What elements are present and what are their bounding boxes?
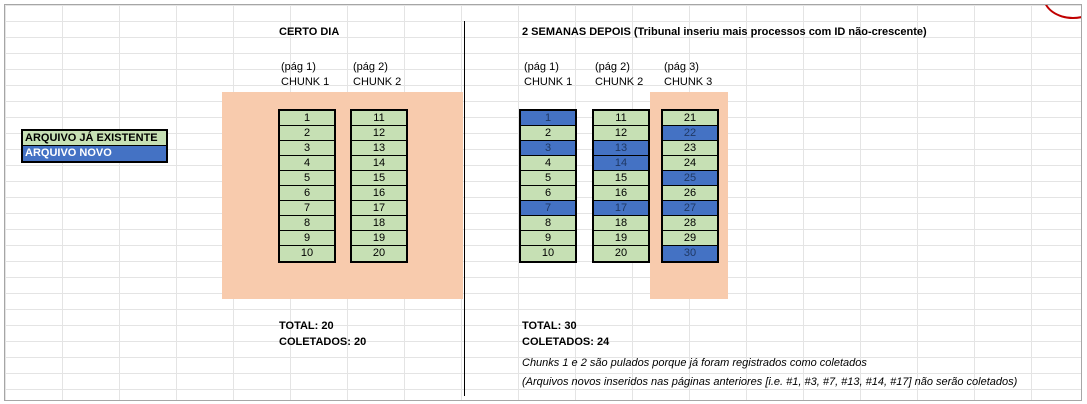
right-chunk3-cell[interactable]: 23 xyxy=(663,141,717,156)
legend: ARQUIVO JÁ EXISTENTE ARQUIVO NOVO xyxy=(21,129,168,163)
left-chunk1-cell[interactable]: 6 xyxy=(280,186,334,201)
left-chunk1-cell[interactable]: 2 xyxy=(280,126,334,141)
left-chunk2-cell[interactable]: 17 xyxy=(352,201,406,216)
right-title: 2 SEMANAS DEPOIS (Tribunal inseriu mais … xyxy=(522,26,927,38)
right-chunk2-cell[interactable]: 19 xyxy=(594,231,648,246)
right-chunk3-cell[interactable]: 25 xyxy=(663,171,717,186)
right-chunk1-cell[interactable]: 6 xyxy=(521,186,575,201)
left-chunk1-cell[interactable]: 10 xyxy=(280,246,334,261)
right-col1-chunk: CHUNK 1 xyxy=(524,76,573,88)
right-chunk3-cell[interactable]: 22 xyxy=(663,126,717,141)
left-col2-chunk: CHUNK 2 xyxy=(353,76,402,88)
left-total: TOTAL: 20 xyxy=(279,320,334,332)
left-chunk1-cell[interactable]: 8 xyxy=(280,216,334,231)
right-chunk1-cell[interactable]: 2 xyxy=(521,126,575,141)
right-chunk2-cell[interactable]: 11 xyxy=(594,111,648,126)
left-title: CERTO DIA xyxy=(279,26,340,38)
left-chunk2-cell[interactable]: 12 xyxy=(352,126,406,141)
right-chunk1-cell[interactable]: 10 xyxy=(521,246,575,261)
right-chunk2-cell[interactable]: 15 xyxy=(594,171,648,186)
right-collected: COLETADOS: 24 xyxy=(522,336,610,348)
right-total: TOTAL: 30 xyxy=(522,320,577,332)
section-divider xyxy=(464,21,465,396)
left-chunk2-cell[interactable]: 13 xyxy=(352,141,406,156)
right-chunk3-cell[interactable]: 27 xyxy=(663,201,717,216)
right-chunk3-cell[interactable]: 26 xyxy=(663,186,717,201)
right-chunk1-cell[interactable]: 4 xyxy=(521,156,575,171)
left-collected: COLETADOS: 20 xyxy=(279,336,367,348)
left-col1-page: (pág 1) xyxy=(281,61,316,73)
left-col1-chunk: CHUNK 1 xyxy=(281,76,330,88)
annotation-circle xyxy=(1043,5,1081,19)
right-chunk3-cell[interactable]: 28 xyxy=(663,216,717,231)
right-col2-page: (pág 2) xyxy=(595,61,630,73)
left-chunk1-cell[interactable]: 9 xyxy=(280,231,334,246)
left-chunk2-cell[interactable]: 19 xyxy=(352,231,406,246)
left-chunk1-cell[interactable]: 1 xyxy=(280,111,334,126)
spreadsheet-canvas[interactable]: ARQUIVO JÁ EXISTENTE ARQUIVO NOVO CERTO … xyxy=(4,4,1082,401)
left-chunk2-cell[interactable]: 18 xyxy=(352,216,406,231)
right-chunk2-cell[interactable]: 14 xyxy=(594,156,648,171)
left-chunk1-cell[interactable]: 3 xyxy=(280,141,334,156)
left-chunk1-cell[interactable]: 5 xyxy=(280,171,334,186)
right-chunk1-column: 1 2 3 4 5 6 7 8 9 10 xyxy=(519,109,577,263)
left-chunk2-cell[interactable]: 14 xyxy=(352,156,406,171)
right-chunk2-cell[interactable]: 13 xyxy=(594,141,648,156)
right-chunk2-cell[interactable]: 16 xyxy=(594,186,648,201)
right-col2-chunk: CHUNK 2 xyxy=(595,76,644,88)
right-col3-page: (pág 3) xyxy=(664,61,699,73)
left-chunk2-cell[interactable]: 16 xyxy=(352,186,406,201)
right-chunk1-cell[interactable]: 5 xyxy=(521,171,575,186)
right-chunk2-cell[interactable]: 20 xyxy=(594,246,648,261)
legend-new: ARQUIVO NOVO xyxy=(23,146,166,161)
right-col3-chunk: CHUNK 3 xyxy=(664,76,713,88)
left-chunk1-cell[interactable]: 7 xyxy=(280,201,334,216)
right-chunk1-cell[interactable]: 8 xyxy=(521,216,575,231)
right-chunk2-cell[interactable]: 12 xyxy=(594,126,648,141)
right-chunk1-cell[interactable]: 3 xyxy=(521,141,575,156)
right-note-1: Chunks 1 e 2 são pulados porque já foram… xyxy=(522,357,867,369)
left-chunk2-column: 11 12 13 14 15 16 17 18 19 20 xyxy=(350,109,408,263)
right-chunk1-cell[interactable]: 9 xyxy=(521,231,575,246)
right-chunk2-cell[interactable]: 17 xyxy=(594,201,648,216)
right-chunk1-cell[interactable]: 7 xyxy=(521,201,575,216)
right-col1-page: (pág 1) xyxy=(524,61,559,73)
left-chunk2-cell[interactable]: 11 xyxy=(352,111,406,126)
left-col2-page: (pág 2) xyxy=(353,61,388,73)
left-chunk1-cell[interactable]: 4 xyxy=(280,156,334,171)
right-chunk2-cell[interactable]: 18 xyxy=(594,216,648,231)
right-chunk3-cell[interactable]: 21 xyxy=(663,111,717,126)
right-note-2: (Arquivos novos inseridos nas páginas an… xyxy=(522,376,1018,388)
right-chunk3-cell[interactable]: 29 xyxy=(663,231,717,246)
highlight-left-block xyxy=(222,92,463,299)
right-chunk2-column: 11 12 13 14 15 16 17 18 19 20 xyxy=(592,109,650,263)
right-chunk3-column: 21 22 23 24 25 26 27 28 29 30 xyxy=(661,109,719,263)
right-chunk1-cell[interactable]: 1 xyxy=(521,111,575,126)
left-chunk2-cell[interactable]: 15 xyxy=(352,171,406,186)
left-chunk2-cell[interactable]: 20 xyxy=(352,246,406,261)
legend-existing: ARQUIVO JÁ EXISTENTE xyxy=(23,131,166,146)
left-chunk1-column: 1 2 3 4 5 6 7 8 9 10 xyxy=(278,109,336,263)
right-chunk3-cell[interactable]: 24 xyxy=(663,156,717,171)
right-chunk3-cell[interactable]: 30 xyxy=(663,246,717,261)
